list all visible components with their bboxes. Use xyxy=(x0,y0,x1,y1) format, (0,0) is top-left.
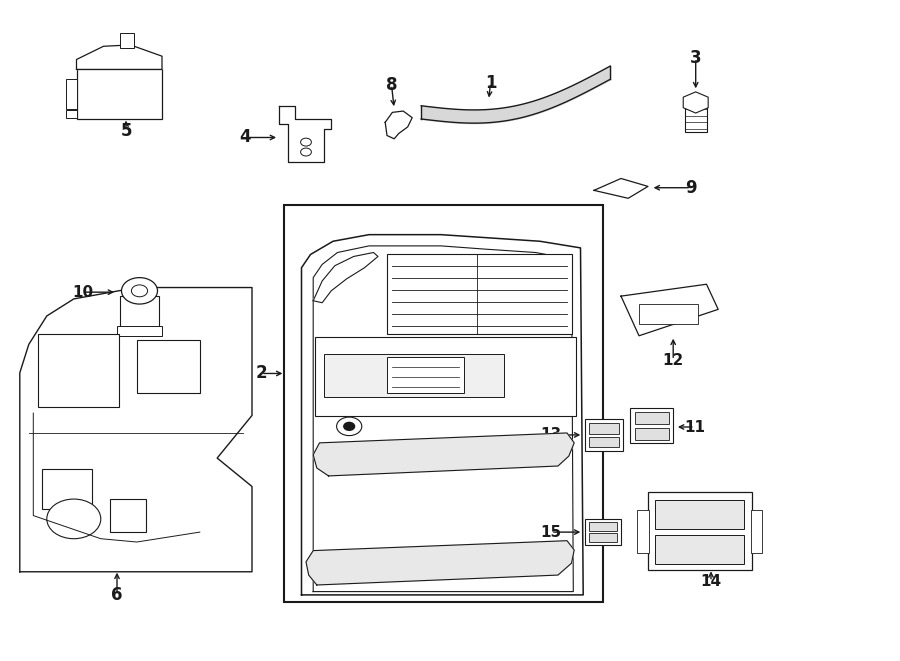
Bar xyxy=(76,69,162,119)
Text: 1: 1 xyxy=(485,73,496,92)
Circle shape xyxy=(122,278,158,304)
Polygon shape xyxy=(20,288,252,572)
Polygon shape xyxy=(313,433,574,476)
Bar xyxy=(655,535,744,564)
Text: 11: 11 xyxy=(684,420,706,434)
Text: 12: 12 xyxy=(662,353,684,368)
Bar xyxy=(117,326,162,336)
Bar xyxy=(315,337,576,416)
Text: 9: 9 xyxy=(686,178,697,197)
Polygon shape xyxy=(302,235,583,595)
Text: 5: 5 xyxy=(121,122,131,140)
Text: 13: 13 xyxy=(540,428,562,442)
Text: 10: 10 xyxy=(72,285,94,299)
Text: 3: 3 xyxy=(690,49,701,67)
Bar xyxy=(685,104,706,132)
Polygon shape xyxy=(76,45,162,69)
Bar xyxy=(630,408,673,443)
Bar xyxy=(637,510,649,553)
Bar xyxy=(66,110,77,118)
Bar xyxy=(38,334,119,407)
Bar xyxy=(589,423,619,434)
Text: 4: 4 xyxy=(239,128,250,147)
Polygon shape xyxy=(279,106,331,162)
Bar xyxy=(589,522,617,531)
Text: 8: 8 xyxy=(386,75,397,94)
Bar xyxy=(634,428,669,440)
Bar xyxy=(110,499,146,532)
Bar xyxy=(120,296,159,330)
Bar xyxy=(137,340,200,393)
Bar xyxy=(387,357,464,393)
Text: 2: 2 xyxy=(256,364,266,383)
Circle shape xyxy=(131,285,148,297)
Bar xyxy=(42,469,92,509)
Polygon shape xyxy=(306,541,574,585)
Polygon shape xyxy=(621,284,718,336)
Bar xyxy=(634,412,669,424)
Bar xyxy=(585,419,623,451)
Text: 6: 6 xyxy=(112,586,122,604)
Polygon shape xyxy=(594,178,648,198)
Bar xyxy=(655,500,744,529)
Bar xyxy=(120,33,134,48)
Bar xyxy=(585,519,621,545)
Bar xyxy=(648,492,752,570)
Bar xyxy=(639,304,698,324)
Bar xyxy=(324,354,504,397)
Circle shape xyxy=(344,422,355,430)
Bar xyxy=(284,205,603,602)
Polygon shape xyxy=(385,111,412,139)
Text: 7: 7 xyxy=(341,555,352,573)
Bar xyxy=(589,437,619,447)
Polygon shape xyxy=(683,92,708,113)
Circle shape xyxy=(301,138,311,146)
Bar xyxy=(66,79,77,109)
Polygon shape xyxy=(313,253,378,303)
Bar xyxy=(387,254,572,334)
Circle shape xyxy=(301,148,311,156)
Circle shape xyxy=(47,499,101,539)
Bar xyxy=(589,533,617,542)
Circle shape xyxy=(337,417,362,436)
Text: 15: 15 xyxy=(540,525,562,539)
Bar xyxy=(751,510,762,553)
Text: 14: 14 xyxy=(700,574,722,589)
